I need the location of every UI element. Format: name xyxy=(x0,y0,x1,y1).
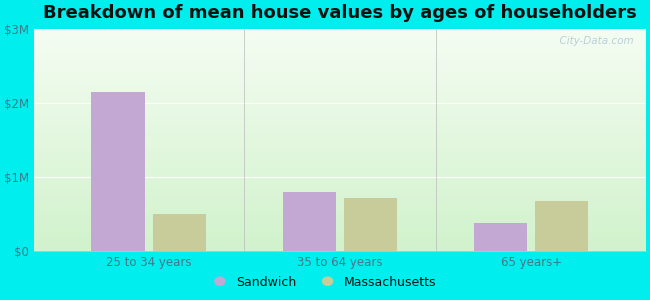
Bar xyxy=(535,201,588,251)
Text: City-Data.com: City-Data.com xyxy=(553,36,634,46)
Title: Breakdown of mean house values by ages of householders: Breakdown of mean house values by ages o… xyxy=(43,4,637,22)
Bar xyxy=(153,214,206,251)
Legend: Sandwich, Massachusetts: Sandwich, Massachusetts xyxy=(209,271,441,294)
Bar xyxy=(92,92,145,251)
Bar xyxy=(474,223,527,251)
Bar xyxy=(283,192,336,251)
Bar xyxy=(344,198,397,251)
